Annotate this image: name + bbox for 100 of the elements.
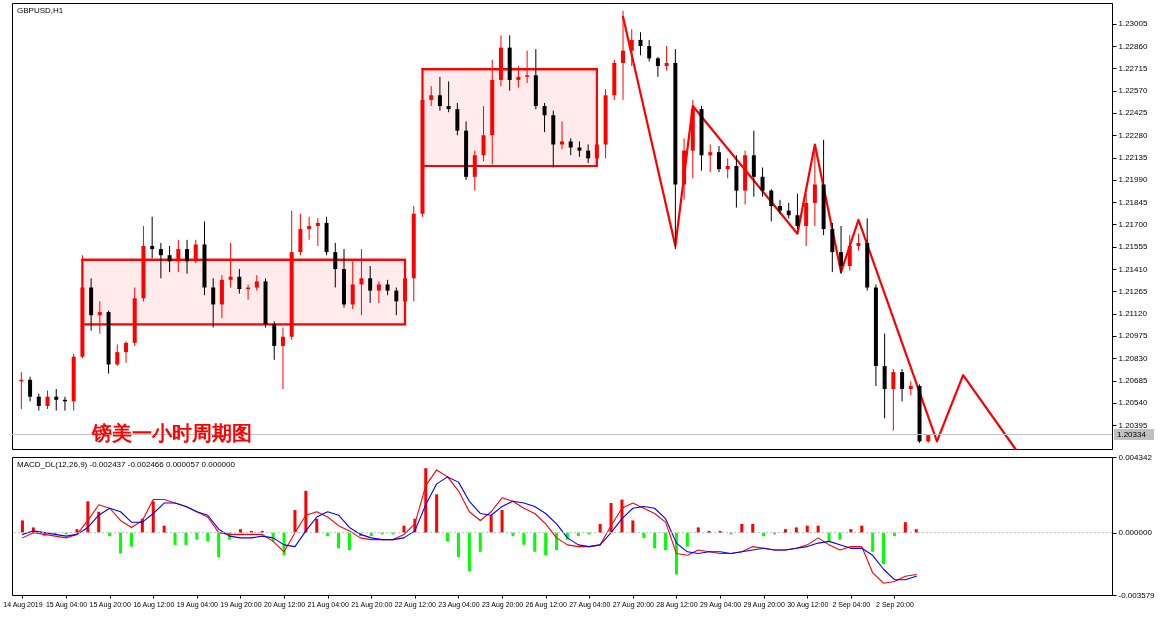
candlestick bbox=[333, 242, 338, 289]
y-tick-label: 1.22570 bbox=[1118, 86, 1148, 96]
bar bbox=[827, 532, 831, 542]
candlestick bbox=[280, 327, 285, 390]
candlestick bbox=[655, 56, 660, 78]
bar bbox=[576, 532, 580, 537]
y-tick-label: 1.21845 bbox=[1118, 197, 1148, 207]
candlestick bbox=[481, 105, 486, 162]
candlestick bbox=[778, 199, 782, 215]
bar bbox=[631, 520, 635, 533]
bar bbox=[151, 501, 155, 533]
bar bbox=[217, 532, 221, 558]
candlestick bbox=[839, 225, 844, 275]
candlestick bbox=[725, 157, 730, 179]
bar bbox=[500, 510, 504, 533]
bar bbox=[337, 532, 341, 549]
bar bbox=[544, 532, 548, 556]
candlestick bbox=[795, 193, 800, 230]
candlestick bbox=[446, 80, 451, 113]
candlestick bbox=[586, 143, 591, 164]
candlestick bbox=[315, 217, 320, 247]
candlestick bbox=[298, 213, 303, 256]
bar bbox=[522, 532, 526, 545]
bar bbox=[805, 525, 809, 533]
y-tick-label: 1.21265 bbox=[1118, 286, 1148, 296]
y-tick-label: 1.22860 bbox=[1118, 41, 1148, 51]
candlestick bbox=[647, 39, 652, 62]
bar bbox=[489, 515, 493, 533]
bar bbox=[914, 529, 918, 533]
y-tick-label: 1.20540 bbox=[1118, 398, 1148, 408]
bar bbox=[783, 529, 787, 533]
bar bbox=[653, 532, 657, 549]
bar bbox=[119, 532, 123, 554]
bar bbox=[173, 532, 177, 545]
bar bbox=[511, 532, 515, 537]
y-tick-label: 1.22425 bbox=[1118, 108, 1148, 118]
candlestick bbox=[804, 193, 809, 247]
y-tick-label: 1.23005 bbox=[1118, 19, 1148, 29]
y-tick-label: -0.003579 bbox=[1118, 590, 1156, 600]
y-tick-label: 1.22280 bbox=[1118, 130, 1148, 140]
candlestick bbox=[368, 265, 373, 304]
bar bbox=[871, 532, 875, 552]
y-tick-label: 0.004342 bbox=[1118, 452, 1153, 462]
bar bbox=[642, 532, 646, 538]
candlestick bbox=[124, 340, 128, 364]
bar bbox=[794, 527, 798, 533]
candlestick bbox=[472, 150, 477, 192]
y-tick-label: 1.21555 bbox=[1118, 242, 1148, 252]
bar bbox=[304, 490, 308, 533]
y-tick-label: 1.21120 bbox=[1118, 309, 1148, 319]
candlestick bbox=[830, 222, 835, 273]
candlestick bbox=[716, 145, 721, 173]
bar bbox=[467, 532, 471, 571]
candlestick bbox=[167, 245, 172, 273]
bar bbox=[75, 529, 79, 533]
bar bbox=[435, 494, 439, 533]
bar bbox=[108, 532, 112, 537]
bar bbox=[315, 518, 319, 533]
bar bbox=[751, 523, 755, 533]
bar bbox=[347, 532, 351, 551]
candlestick bbox=[394, 287, 399, 316]
bar bbox=[685, 532, 689, 547]
candlestick bbox=[115, 343, 120, 367]
y-tick-label: 1.21990 bbox=[1118, 175, 1148, 185]
bar bbox=[402, 525, 406, 533]
ref-line-label: 1.20334 bbox=[1117, 429, 1147, 439]
bar bbox=[129, 532, 133, 547]
chart-title: MACD_DL(12,26,9) -0.002437 -0.002466 0.000057 0.000000 bbox=[17, 460, 236, 469]
candlestick bbox=[769, 188, 774, 222]
bar bbox=[456, 532, 460, 558]
bar bbox=[860, 525, 864, 533]
candlestick bbox=[376, 280, 381, 304]
bar bbox=[762, 532, 766, 537]
candlestick bbox=[150, 216, 155, 259]
y-tick-label: 1.20685 bbox=[1118, 376, 1148, 386]
candlestick bbox=[307, 216, 312, 241]
bar bbox=[882, 532, 886, 565]
candlestick bbox=[900, 368, 905, 402]
candlestick bbox=[708, 143, 713, 173]
bar bbox=[238, 529, 242, 533]
candlestick bbox=[638, 31, 643, 56]
candlestick bbox=[429, 85, 434, 107]
candlestick bbox=[882, 333, 887, 419]
candlestick bbox=[237, 268, 242, 295]
bar bbox=[598, 523, 602, 533]
y-tick-label: 1.21700 bbox=[1118, 219, 1148, 229]
y-tick-label: 1.20975 bbox=[1118, 331, 1148, 341]
bar bbox=[369, 532, 373, 537]
candlestick bbox=[560, 120, 564, 150]
bar bbox=[195, 532, 199, 540]
chart-title: GBPUSD,H1 bbox=[17, 6, 64, 15]
candlestick bbox=[629, 28, 634, 67]
y-tick-label: 0.000000 bbox=[1118, 528, 1153, 538]
bar bbox=[162, 525, 166, 533]
y-tick-label: 1.20395 bbox=[1118, 420, 1148, 430]
candlestick bbox=[272, 320, 277, 361]
y-tick-label: 1.20830 bbox=[1118, 353, 1148, 363]
y-tick-label: 1.22715 bbox=[1118, 63, 1148, 73]
candlestick bbox=[847, 234, 852, 272]
candlestick bbox=[437, 76, 442, 112]
